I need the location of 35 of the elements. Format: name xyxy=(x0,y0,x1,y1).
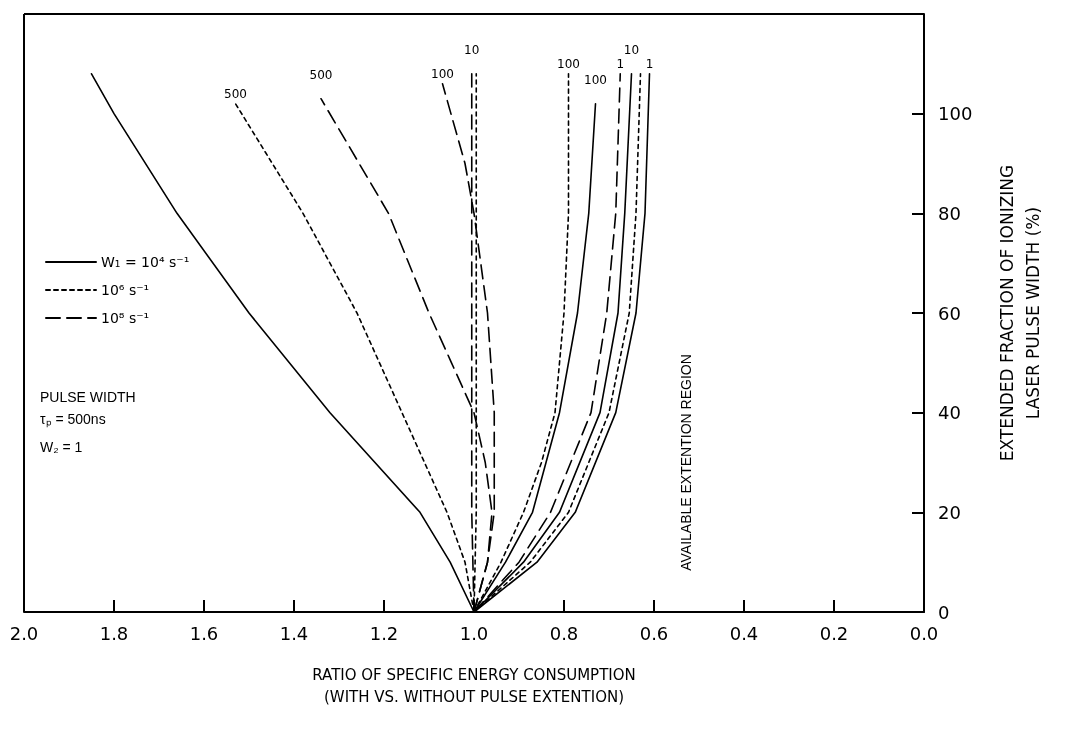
x-tick-label: 1.0 xyxy=(459,622,489,644)
annotation: PULSE WIDTH xyxy=(40,389,136,405)
y-tick-label: 20 xyxy=(938,501,961,523)
annotation: AVAILABLE EXTENTION REGION xyxy=(677,354,694,571)
annotation: 10 xyxy=(623,42,640,57)
annotation: 1 xyxy=(645,56,654,71)
legend-label: 10⁸ s⁻¹ xyxy=(101,310,150,326)
x-axis-title: RATIO OF SPECIFIC ENERGY CONSUMPTION (WITH VS. WITHOUT PULSE EXTENTION) xyxy=(312,666,636,706)
annotation: 100 xyxy=(584,72,607,87)
x-tick-label: 0.8 xyxy=(549,622,579,644)
y-tick-label: 100 xyxy=(938,103,973,125)
x-tick-label: 0.2 xyxy=(819,622,849,644)
legend-label: 10⁶ s⁻¹ xyxy=(101,282,150,298)
y-tick-label: 0 xyxy=(938,601,950,623)
annotation: τₚ = 500ns xyxy=(40,411,106,428)
annotation: W₂ = 1 xyxy=(40,439,83,455)
x-tick-label: 2.0 xyxy=(9,622,39,644)
annotation: 500 xyxy=(309,67,333,82)
annotation: 100 xyxy=(431,66,454,81)
x-tick-label: 0.4 xyxy=(729,622,759,644)
legend-label: W₁ = 10⁴ s⁻¹ xyxy=(101,254,190,270)
y-tick-label: 80 xyxy=(938,202,961,224)
y-axis-title: EXTENDED FRACTION OF IONIZING LASER PULSE WIDTH (%) xyxy=(997,164,1043,462)
annotation: 100 xyxy=(557,56,580,71)
x-tick-label: 1.8 xyxy=(99,622,129,644)
y-tick-label: 40 xyxy=(938,402,961,424)
annotation: 500 xyxy=(224,86,247,101)
annotation: 1 xyxy=(616,56,625,71)
x-tick-label: 0.6 xyxy=(639,622,669,644)
annotation: 10 xyxy=(464,42,480,57)
x-tick-label: 1.6 xyxy=(189,622,219,644)
x-tick-label: 1.4 xyxy=(279,622,309,644)
y-tick-label: 60 xyxy=(938,302,961,324)
x-tick-label: 1.2 xyxy=(369,622,399,644)
x-tick-label: 0.0 xyxy=(909,622,939,644)
